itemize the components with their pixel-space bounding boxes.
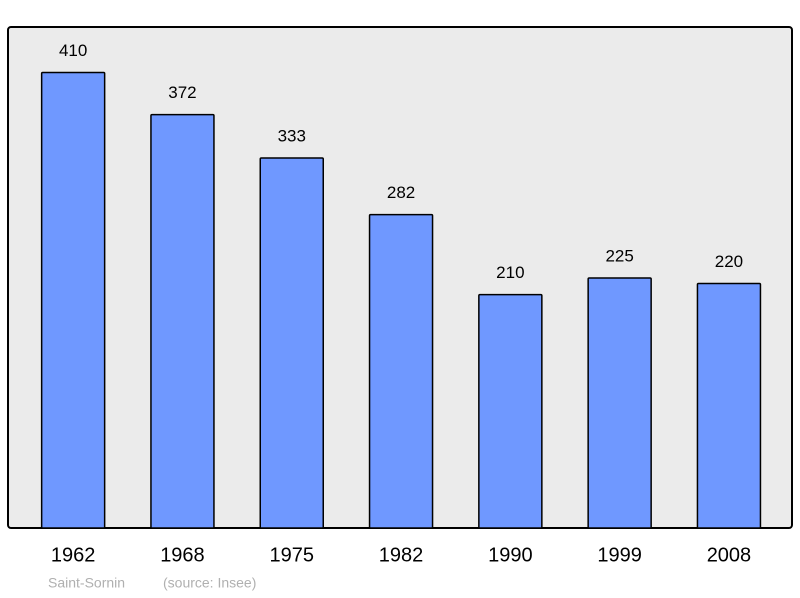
bar — [150, 113, 215, 529]
value-label: 225 — [605, 246, 633, 265]
place-label: Saint-Sornin — [48, 575, 125, 591]
value-label: 210 — [496, 263, 524, 282]
x-tick-label: 1968 — [160, 544, 205, 566]
x-tick-label: 1962 — [51, 544, 96, 566]
value-label: 282 — [387, 183, 415, 202]
x-tick-label: 2008 — [707, 544, 752, 566]
bar — [696, 282, 762, 529]
bar — [478, 293, 543, 529]
x-tick-label: 1982 — [379, 544, 424, 566]
value-label: 220 — [715, 252, 743, 271]
x-tick-label: 1999 — [597, 544, 642, 566]
value-label: 410 — [59, 41, 87, 60]
bar — [259, 157, 324, 529]
bar — [368, 213, 434, 529]
value-label: 333 — [278, 126, 306, 145]
bar — [587, 277, 652, 529]
x-tick-label: 1975 — [270, 544, 315, 566]
value-label: 372 — [168, 83, 196, 102]
bar — [40, 71, 106, 529]
x-tick-label: 1990 — [488, 544, 533, 566]
source-label: (source: Insee) — [163, 575, 256, 591]
